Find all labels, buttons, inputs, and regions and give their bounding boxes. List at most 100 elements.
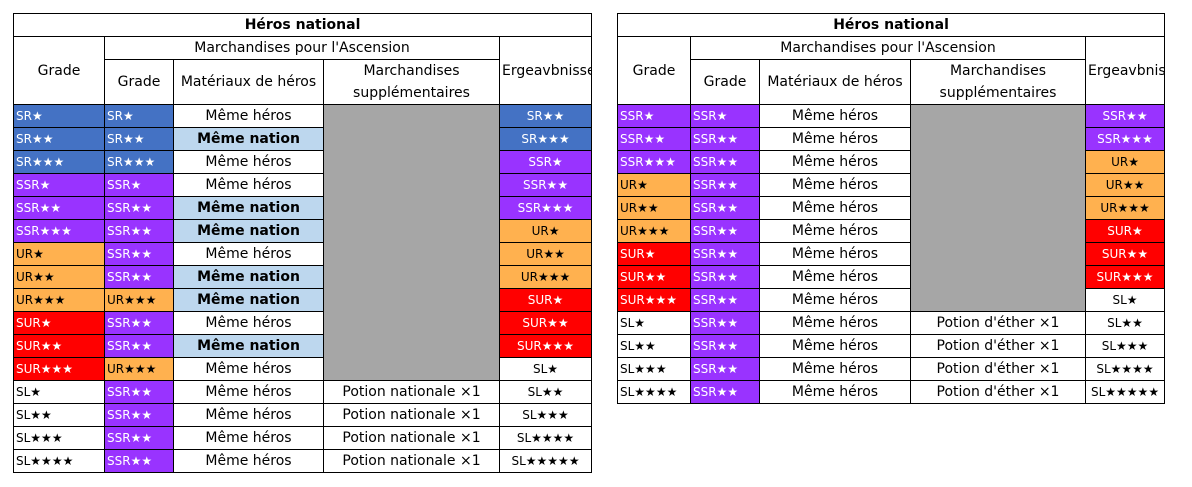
- required-grade-cell: SSR★★: [104, 334, 174, 358]
- extra-goods-header: Marchandises supplémentaires: [910, 59, 1086, 105]
- result-grade-cell: SL★★★★: [498, 426, 593, 450]
- hero-material-cell: Même nation: [173, 334, 324, 358]
- table-row: SL★★★★ SSR★★ Même héros Potion d'éther ×1 SL…: [617, 380, 1166, 404]
- grade-cell: SSR★★★: [617, 150, 691, 174]
- result-grade-cell: UR★★★: [1084, 196, 1166, 220]
- grade-cell: UR★★★: [13, 288, 105, 312]
- result-grade-cell: SL★★★: [1084, 334, 1166, 358]
- extra-goods-cell: Potion d'éther ×1: [910, 380, 1086, 404]
- grade-cell: SSR★★★: [13, 219, 105, 243]
- right-ascension-table: Héros national Grade Marchandises pour l…: [616, 13, 1166, 404]
- grade-cell: SL★★: [13, 403, 105, 427]
- result-grade-cell: SL★★: [1084, 311, 1166, 335]
- grade-cell: UR★★: [617, 196, 691, 220]
- extra-goods-cell: Potion nationale ×1: [323, 380, 500, 404]
- extra-goods-header: Marchandises supplémentaires: [323, 59, 500, 105]
- result-grade-cell: UR★: [1084, 150, 1166, 174]
- required-grade-cell: SSR★★: [104, 196, 174, 220]
- table-title: Héros national: [616, 13, 1166, 37]
- table-row: SSR★ SSR★ Même héros SSR★★: [13, 173, 593, 197]
- hero-material-cell: Même héros: [173, 449, 324, 473]
- result-grade-cell: SSR★★: [1084, 104, 1166, 128]
- table-row: SUR★★ SSR★★ Même héros SUR★★★: [617, 265, 1166, 289]
- table-row: SSR★★★ SSR★★ Même nation UR★: [13, 219, 593, 243]
- required-grade-cell: SSR★★: [690, 242, 760, 266]
- required-grade-cell: SSR★★: [104, 380, 174, 404]
- grade-cell: SSR★: [617, 104, 691, 128]
- extra-goods-header-line1: Marchandises: [949, 63, 1047, 79]
- required-grade-cell: SSR★★: [690, 334, 760, 358]
- grade-cell: SL★★★★: [617, 380, 691, 404]
- required-grade-cell: SSR★★: [104, 265, 174, 289]
- hero-material-header: Matériaux de héros: [759, 59, 911, 105]
- hero-material-cell: Même héros: [759, 311, 911, 335]
- grade-cell: SR★★★: [13, 150, 105, 174]
- hero-material-header: Matériaux de héros: [173, 59, 324, 105]
- required-grade-cell: SSR★★: [690, 288, 760, 312]
- table-row: SSR★★ SSR★★ Même héros SSR★★★: [617, 127, 1166, 151]
- result-grade-cell: SL★★: [498, 380, 593, 404]
- required-grade-cell: SSR★★: [690, 196, 760, 220]
- hero-material-cell: Même héros: [759, 104, 911, 128]
- required-grade-cell: SSR★★: [690, 173, 760, 197]
- required-grade-cell: SSR★: [690, 104, 760, 128]
- result-grade-cell: SUR★★★: [498, 334, 593, 358]
- table-row: SSR★ SSR★ Même héros SSR★★: [617, 104, 1166, 312]
- hero-material-cell: Même nation: [173, 196, 324, 220]
- hero-material-cell: Même héros: [759, 150, 911, 174]
- grade-cell: SL★★★★: [13, 449, 105, 473]
- hero-material-cell: Même héros: [759, 380, 911, 404]
- result-grade-cell: SL★★★★: [1084, 357, 1166, 381]
- result-grade-cell: SL★★★: [498, 403, 593, 427]
- grade-cell: SR★: [13, 104, 105, 128]
- required-grade-cell: SSR★★: [104, 403, 174, 427]
- required-grade-cell: SSR★★: [104, 219, 174, 243]
- grade-cell: SSR★★: [617, 127, 691, 151]
- required-grade-cell: SSR★★: [104, 426, 174, 450]
- hero-material-cell: Même héros: [173, 242, 324, 266]
- result-grade-cell: UR★★: [1084, 173, 1166, 197]
- result-grade-cell: UR★: [498, 219, 593, 243]
- result-grade-cell: SUR★: [498, 288, 593, 312]
- table-row: SR★★ SR★★ Même nation SR★★★: [13, 127, 593, 151]
- required-grade-cell: SSR★★: [104, 242, 174, 266]
- grade-cell: SL★★★: [13, 426, 105, 450]
- grade-cell: UR★★: [13, 265, 105, 289]
- grade-cell: SUR★★★: [617, 288, 691, 312]
- result-grade-cell: SL★★★★★: [1084, 380, 1166, 404]
- result-grade-cell: SR★★★: [498, 127, 593, 151]
- grade-cell: UR★★★: [617, 219, 691, 243]
- extra-goods-cell: Potion d'éther ×1: [910, 311, 1086, 335]
- extra-goods-header-line2: supplémentaires: [353, 85, 470, 101]
- extra-goods-cell: Potion nationale ×1: [323, 449, 500, 473]
- required-grade-header: Grade: [104, 59, 174, 105]
- hero-material-cell: Même héros: [759, 334, 911, 358]
- table-row: SL★ SSR★★ Même héros Potion nationale ×1 SL★…: [13, 380, 593, 404]
- hero-material-cell: Même héros: [759, 242, 911, 266]
- grade-cell: SSR★: [13, 173, 105, 197]
- grade-cell: SUR★★★: [13, 357, 105, 381]
- grade-cell: SUR★★: [13, 334, 105, 358]
- grade-cell: SL★★★: [617, 357, 691, 381]
- hero-material-cell: Même héros: [173, 380, 324, 404]
- hero-material-cell: Même héros: [173, 403, 324, 427]
- hero-material-cell: Même héros: [173, 150, 324, 174]
- result-grade-cell: SSR★: [498, 150, 593, 174]
- required-grade-cell: SSR★★: [690, 127, 760, 151]
- grade-cell: SL★: [13, 380, 105, 404]
- required-grade-cell: SR★: [104, 104, 174, 128]
- hero-material-cell: Même nation: [173, 288, 324, 312]
- ascension-goods-header: Marchandises pour l'Ascension: [104, 36, 500, 60]
- grade-header: Grade: [13, 36, 105, 105]
- result-grade-cell: SSR★★★: [1084, 127, 1166, 151]
- hero-material-cell: Même héros: [759, 265, 911, 289]
- result-grade-cell: UR★★★: [498, 265, 593, 289]
- required-grade-cell: SSR★★: [690, 219, 760, 243]
- result-grade-cell: SL★: [498, 357, 593, 381]
- required-grade-cell: SSR★★: [690, 265, 760, 289]
- required-grade-cell: SSR★★: [104, 311, 174, 335]
- required-grade-cell: SSR★: [104, 173, 174, 197]
- hero-material-cell: Même héros: [759, 196, 911, 220]
- table-row: SL★ SSR★★ Même héros Potion d'éther ×1 SL★★: [617, 311, 1166, 335]
- table-row: UR★ SSR★★ Même héros UR★★: [13, 242, 593, 266]
